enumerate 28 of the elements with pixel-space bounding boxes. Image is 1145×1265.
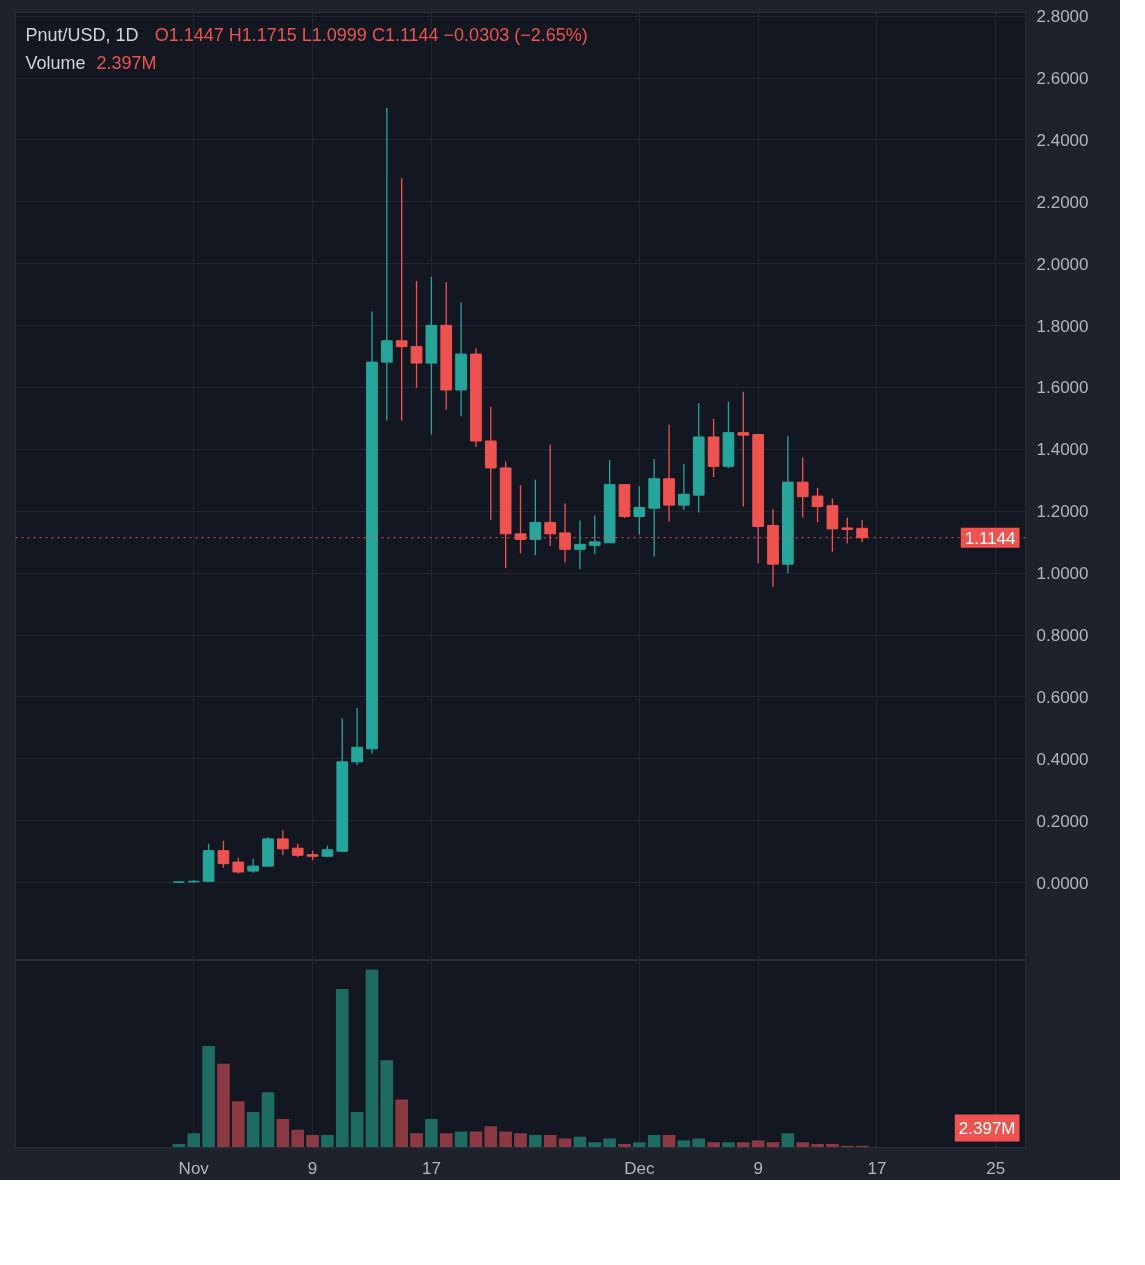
y-tick-label: 0.0000 — [1036, 873, 1089, 893]
y-tick-label: 2.2000 — [1036, 192, 1089, 212]
y-tick-label: 1.4000 — [1036, 440, 1089, 460]
y-tick-label: 2.8000 — [1036, 7, 1089, 27]
text: O1.1447 H1.1715 L1.0999 C1.1144 −0.0303 (−2.65%) — [154, 24, 588, 45]
y-tick-label: 0.2000 — [1036, 811, 1089, 831]
ref-line-label: 1.1144 — [964, 528, 1016, 548]
x-tick-label: 9 — [307, 1158, 318, 1178]
annotation: Volume — [25, 52, 86, 73]
y-tick-label: 1.2000 — [1036, 502, 1089, 522]
x-tick-label: 9 — [753, 1158, 763, 1178]
x-tick-label: 17 — [421, 1158, 441, 1178]
x-tick-label: Dec — [624, 1158, 655, 1178]
y-tick-label: 1.0000 — [1036, 564, 1089, 584]
y-tick-label: 0.8000 — [1036, 626, 1089, 646]
y-tick-label: 2.6000 — [1036, 69, 1089, 89]
y-tick-label: 0.4000 — [1036, 749, 1089, 769]
y-tick-label: 2.4000 — [1036, 130, 1089, 150]
annotation: 2.397M — [96, 52, 157, 73]
x-tick-label: Nov — [178, 1158, 210, 1178]
y-tick-label: 0.6000 — [1036, 687, 1089, 707]
y-tick-label: 1.8000 — [1036, 316, 1089, 336]
y-tick-label: 1.6000 — [1036, 378, 1089, 398]
annotation: 2.397M — [958, 1118, 1016, 1138]
x-tick-label: 25 — [986, 1158, 1006, 1178]
y-tick-label: 2.0000 — [1036, 254, 1089, 274]
text: Pnut/USD, 1D — [25, 24, 139, 45]
x-tick-label: 17 — [867, 1158, 887, 1178]
